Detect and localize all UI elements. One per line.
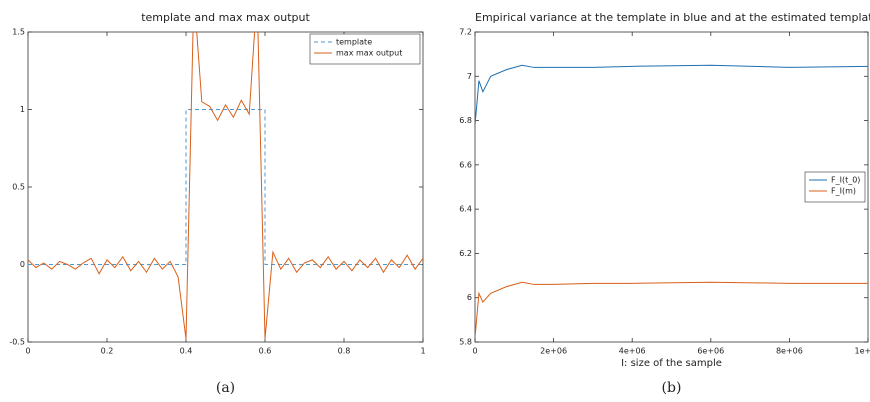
x-tick-label: 1e+07 xyxy=(855,347,870,356)
legend-label: template xyxy=(336,38,372,47)
x-tick-label: 0 xyxy=(25,347,30,356)
y-tick-label: 6.6 xyxy=(459,160,472,169)
caption: (b) xyxy=(662,380,682,396)
y-tick-label: 7.2 xyxy=(459,28,472,37)
legend-label: max max output xyxy=(336,49,402,58)
x-tick-label: 4e+06 xyxy=(619,347,646,356)
y-tick-label: 1.5 xyxy=(12,28,25,37)
plot-layer xyxy=(28,32,423,339)
series-line xyxy=(28,109,423,265)
y-tick-label: 1 xyxy=(20,105,25,114)
chart-title: Empirical variance at the template in bl… xyxy=(475,11,870,24)
legend-box xyxy=(309,33,421,65)
x-tick-label: 2e+06 xyxy=(540,347,567,356)
plot-area xyxy=(474,31,869,343)
series-line xyxy=(475,281,868,338)
legend-label: F_I(t_0) xyxy=(831,176,860,185)
y-tick-label: 6 xyxy=(467,293,472,302)
legend-box xyxy=(804,171,866,203)
y-tick-label: 0.5 xyxy=(12,183,25,192)
y-tick-label: 0 xyxy=(20,260,25,269)
y-tick-label: 7 xyxy=(467,72,472,81)
y-tick-label: -0.5 xyxy=(9,338,25,347)
y-tick-label: 6.4 xyxy=(459,205,472,214)
y-tick-label: 6.8 xyxy=(459,116,472,125)
x-tick-label: 8e+06 xyxy=(776,347,803,356)
x-tick-label: 0.2 xyxy=(101,347,114,356)
series-line xyxy=(475,64,868,126)
y-tick-label: 6.2 xyxy=(459,249,472,258)
x-tick-label: 6e+06 xyxy=(697,347,724,356)
series-line xyxy=(28,32,423,339)
plot-area xyxy=(27,31,424,343)
plot-layer xyxy=(475,64,868,338)
legend-label: F_I(m) xyxy=(831,187,856,196)
x-tick-label: 1 xyxy=(420,347,425,356)
chart-title: template and max max output xyxy=(141,11,310,24)
x-tick-label: 0.4 xyxy=(180,347,193,356)
x-tick-label: 0.6 xyxy=(259,347,272,356)
caption: (a) xyxy=(216,380,235,396)
x-axis-label: I: size of the sample xyxy=(621,358,722,369)
x-tick-label: 0.8 xyxy=(338,347,351,356)
x-tick-label: 0 xyxy=(472,347,477,356)
y-tick-label: 5.8 xyxy=(459,338,472,347)
